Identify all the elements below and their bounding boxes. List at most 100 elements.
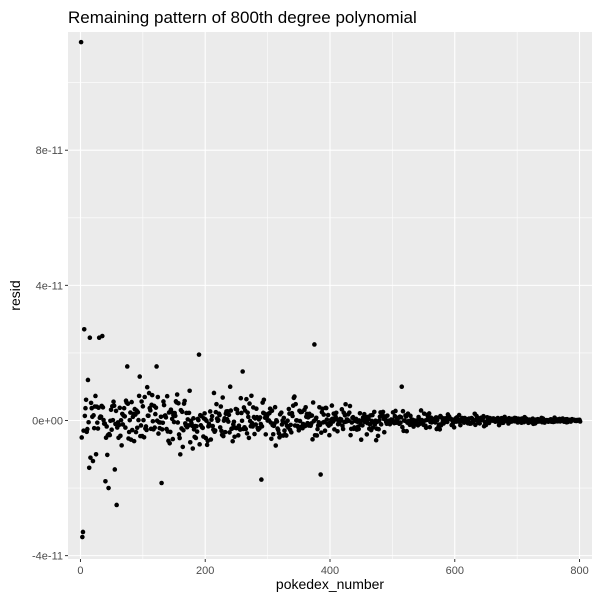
data-point <box>221 433 226 439</box>
data-point <box>347 403 353 409</box>
data-point <box>96 335 102 341</box>
data-point <box>211 390 217 396</box>
data-point <box>133 429 139 435</box>
data-point <box>143 424 149 429</box>
data-point <box>93 393 98 399</box>
data-point <box>239 418 245 424</box>
data-point <box>209 417 214 423</box>
data-point <box>180 444 186 450</box>
data-point <box>175 420 181 425</box>
data-point <box>78 39 84 45</box>
data-point <box>176 432 182 437</box>
data-point <box>116 422 122 428</box>
data-point <box>90 458 96 464</box>
data-point <box>327 432 332 438</box>
data-point <box>85 426 90 432</box>
data-point <box>357 410 363 416</box>
data-point <box>313 415 319 421</box>
data-point <box>426 411 432 416</box>
data-point <box>107 432 113 438</box>
data-point <box>378 422 384 427</box>
data-point <box>263 432 269 437</box>
data-point <box>339 407 345 412</box>
data-point <box>136 393 142 399</box>
y-axis-title: resid <box>7 280 23 310</box>
x-tick-label: 800 <box>570 565 588 577</box>
data-point <box>136 417 141 423</box>
data-point <box>245 414 251 420</box>
data-point <box>141 417 146 423</box>
data-point <box>230 438 235 444</box>
data-point <box>408 413 413 419</box>
data-point <box>236 433 241 438</box>
data-point <box>261 397 267 403</box>
data-point <box>310 400 316 405</box>
data-point <box>91 425 97 431</box>
x-axis-title: pokedex_number <box>276 576 385 592</box>
data-point <box>158 414 164 420</box>
data-point <box>138 423 144 428</box>
data-point <box>259 424 265 429</box>
data-point <box>172 413 178 419</box>
data-point <box>310 437 315 442</box>
data-point <box>393 408 398 414</box>
data-point <box>371 409 377 415</box>
data-point <box>212 428 218 433</box>
data-point <box>297 418 303 424</box>
data-point <box>373 437 379 443</box>
data-point <box>179 409 185 415</box>
data-point <box>444 419 450 425</box>
data-point <box>154 364 159 369</box>
data-point <box>139 399 144 404</box>
data-point <box>253 422 259 427</box>
data-point <box>243 426 249 432</box>
data-point <box>210 423 216 429</box>
data-point <box>323 405 329 411</box>
data-point <box>204 418 209 424</box>
data-point <box>272 404 278 410</box>
data-point <box>315 426 320 432</box>
data-point <box>81 428 86 433</box>
data-point <box>112 467 118 472</box>
data-point <box>356 426 361 432</box>
data-point <box>193 435 199 441</box>
data-point <box>190 446 196 451</box>
data-point <box>209 413 215 419</box>
data-point <box>176 401 181 406</box>
data-point <box>141 435 147 440</box>
data-point <box>125 401 131 406</box>
data-point <box>231 419 237 425</box>
data-point <box>196 417 201 423</box>
data-point <box>140 404 146 409</box>
data-point <box>246 435 252 441</box>
y-tick-label: 0e+00 <box>32 415 63 427</box>
data-point <box>451 425 457 430</box>
data-point <box>167 440 172 446</box>
data-point <box>142 394 148 400</box>
data-point <box>333 410 339 416</box>
data-point <box>312 342 317 347</box>
data-point <box>88 455 93 460</box>
data-point <box>156 431 161 436</box>
data-point <box>100 405 106 410</box>
data-point <box>577 419 583 424</box>
data-point <box>321 412 327 417</box>
x-tick-label: 400 <box>321 565 339 577</box>
data-point <box>204 442 210 448</box>
data-point <box>349 420 355 425</box>
data-point <box>134 425 140 431</box>
data-point <box>109 427 114 432</box>
data-point <box>274 419 280 424</box>
data-point <box>367 422 373 427</box>
data-point <box>226 412 232 418</box>
data-point <box>217 425 223 430</box>
data-point <box>314 433 320 438</box>
data-point <box>329 403 335 408</box>
data-point <box>375 433 381 439</box>
data-point <box>129 399 134 405</box>
x-tick-label: 200 <box>196 565 214 577</box>
data-point <box>159 480 164 486</box>
data-point <box>252 431 257 437</box>
data-point <box>289 430 294 435</box>
